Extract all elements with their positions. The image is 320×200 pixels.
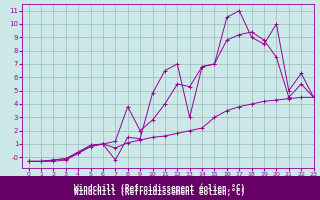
Text: Windchill (Refroidissement éolien,°C): Windchill (Refroidissement éolien,°C) (75, 184, 245, 194)
Text: Windchill (Refroidissement éolien,°C): Windchill (Refroidissement éolien,°C) (75, 188, 245, 196)
